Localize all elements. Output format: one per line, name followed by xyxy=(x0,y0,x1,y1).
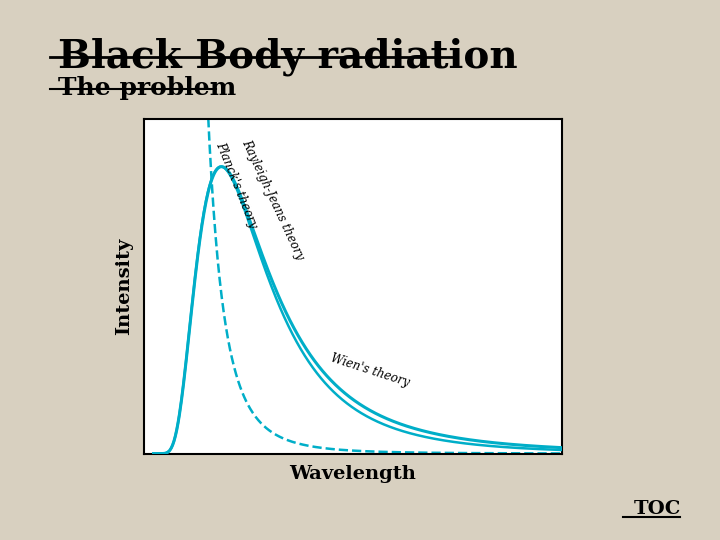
Text: Rayleigh-Jeans theory: Rayleigh-Jeans theory xyxy=(240,138,307,262)
Text: Black Body radiation: Black Body radiation xyxy=(58,38,517,76)
Text: Wien's theory: Wien's theory xyxy=(329,352,411,390)
Y-axis label: Intensity: Intensity xyxy=(115,238,133,335)
Text: Planck's theory: Planck's theory xyxy=(213,140,260,231)
Text: TOC: TOC xyxy=(634,501,681,518)
X-axis label: Wavelength: Wavelength xyxy=(289,465,416,483)
Text: The problem: The problem xyxy=(58,76,236,99)
